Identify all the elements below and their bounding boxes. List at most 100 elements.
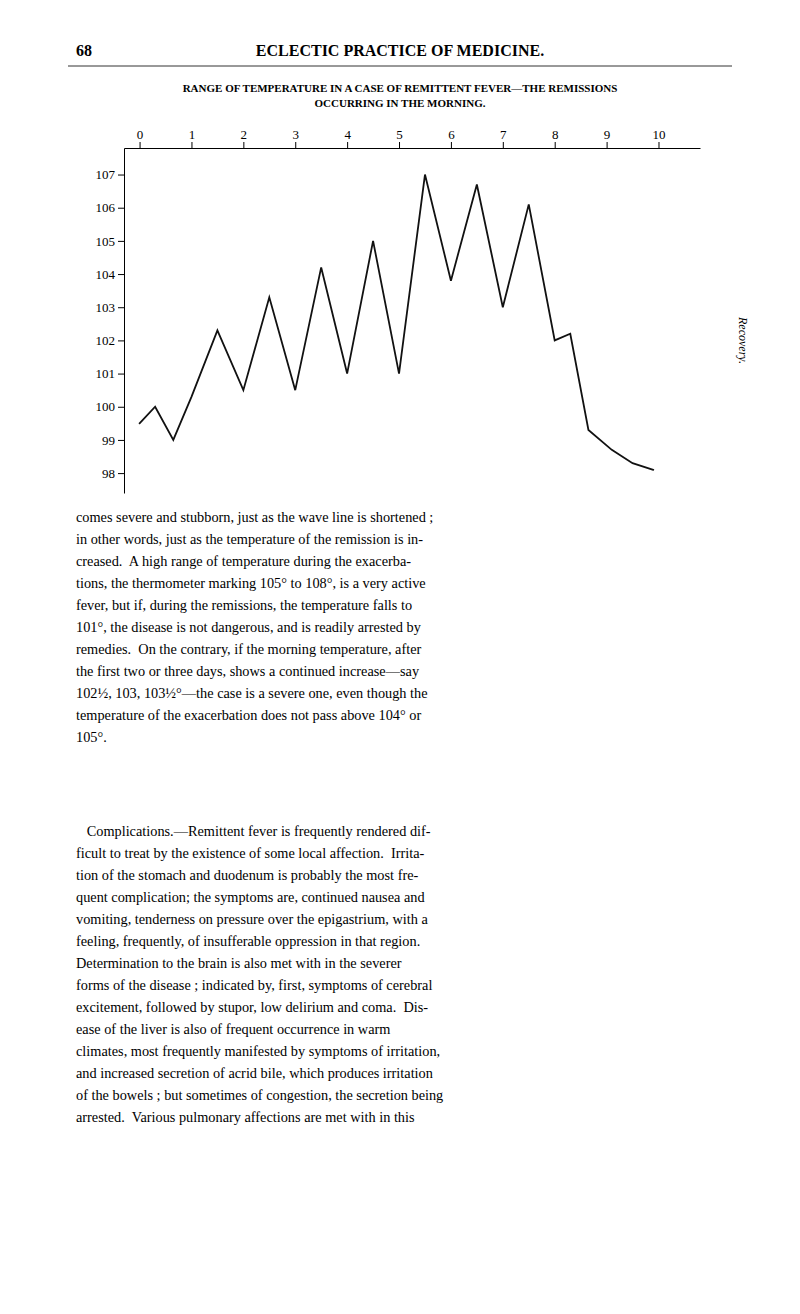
y-tick-label: 98 (102, 466, 115, 481)
x-tick-label: 10 (652, 127, 665, 142)
x-tick-label: 2 (241, 127, 248, 142)
x-tick: 0 (137, 127, 144, 148)
x-tick: 1 (189, 127, 196, 148)
x-tick-mark (607, 142, 608, 148)
body-text-line: of the bowels ; but sometimes of congest… (76, 1087, 443, 1103)
page: 68ECLECTIC PRACTICE OF MEDICINE.RANGE OF… (0, 0, 800, 1314)
body-text-line: 101°, the disease is not dangerous, and … (76, 619, 422, 635)
header-rule (68, 66, 732, 67)
y-tick: 99 (102, 433, 124, 448)
y-tick: 103 (96, 300, 125, 315)
y-tick-mark (118, 307, 124, 308)
x-tick-label: 5 (396, 127, 403, 142)
y-tick-mark (118, 274, 124, 275)
temperature-line (140, 175, 654, 470)
body-text-line: 105°. (76, 729, 107, 745)
annotation: Recovery. (736, 316, 750, 364)
body-text-line: climates, most frequently manifested by … (76, 1043, 440, 1059)
y-tick-mark (118, 241, 124, 242)
y-tick-mark (118, 473, 124, 474)
body-text-line: the first two or three days, shows a con… (76, 663, 420, 679)
body-text-line: excitement, followed by stupor, low deli… (76, 999, 428, 1015)
body-text-line: arrested. Various pulmonary affections a… (76, 1109, 415, 1125)
body-text-line: 102½, 103, 103½°—the case is a severe on… (76, 685, 428, 701)
plot-area (140, 175, 654, 470)
x-tick: 8 (552, 127, 559, 148)
body-text-line: ficult to treat by the existence of some… (76, 845, 425, 861)
chart-title: RANGE OF TEMPERATURE IN A CASE OF REMITT… (183, 82, 618, 94)
x-tick: 5 (396, 127, 403, 148)
body-text-line: temperature of the exacerbation does not… (76, 707, 421, 723)
x-tick-mark (503, 142, 504, 148)
y-tick: 102 (96, 333, 125, 348)
body-text-line: Determination to the brain is also met w… (76, 955, 402, 971)
y-tick-label: 102 (96, 333, 116, 348)
y-tick-label: 104 (96, 267, 116, 282)
x-tick-label: 9 (604, 127, 611, 142)
y-tick-mark (118, 374, 124, 375)
x-tick-label: 3 (292, 127, 299, 142)
body-text-line: forms of the disease ; indicated by, fir… (76, 977, 432, 993)
y-tick-label: 105 (96, 234, 116, 249)
body-text-line: remedies. On the contrary, if the mornin… (76, 641, 421, 657)
y-tick-label: 100 (96, 399, 116, 414)
body-text-line: comes severe and stubborn, just as the w… (76, 509, 433, 525)
x-tick-label: 1 (189, 127, 196, 142)
body-text-line: and increased secretion of acrid bile, w… (76, 1065, 433, 1081)
y-tick-mark (118, 208, 124, 209)
x-tick-mark (347, 142, 348, 148)
y-tick: 100 (96, 399, 125, 414)
book-title: ECLECTIC PRACTICE OF MEDICINE. (256, 42, 544, 59)
y-tick: 98 (102, 466, 124, 481)
x-tick-mark (451, 142, 452, 148)
y-axis: 98 99 100 101 102 103 104 105 106 107 (96, 149, 125, 494)
x-tick-label: 0 (137, 127, 144, 142)
body-text-line: feeling, frequently, of insufferable opp… (76, 933, 420, 949)
y-tick-mark (118, 440, 124, 441)
y-tick-label: 107 (96, 167, 116, 182)
x-tick: 7 (500, 127, 507, 148)
x-tick: 10 (652, 127, 665, 148)
x-tick: 4 (344, 127, 351, 148)
x-tick: 6 (448, 127, 455, 148)
x-tick: 2 (241, 127, 248, 148)
body-text-line: Complications.—Remittent fever is freque… (76, 823, 431, 839)
y-tick: 105 (96, 234, 125, 249)
x-tick-mark (191, 142, 192, 148)
y-tick-mark (118, 340, 124, 341)
y-axis-line (124, 149, 125, 494)
y-tick-label: 103 (96, 300, 116, 315)
x-tick-mark (243, 142, 244, 148)
chart: 0 1 2 3 4 5 6 7 8 9 10 98 99 100 101 102 103 104 105 106 107 (96, 127, 701, 494)
body-text-line: fever, but if, during the remissions, th… (76, 597, 412, 613)
body-text-line: tions, the thermometer marking 105° to 1… (76, 575, 426, 591)
y-tick-label: 99 (102, 433, 115, 448)
x-tick-label: 7 (500, 127, 507, 142)
body-text-line: creased. A high range of temperature dur… (76, 553, 411, 569)
body-text-line: quent complication; the symptoms are, co… (76, 889, 425, 905)
body-text-line: in other words, just as the temperature … (76, 531, 423, 547)
x-tick-label: 6 (448, 127, 455, 142)
y-tick: 104 (96, 267, 125, 282)
y-tick-mark (118, 175, 124, 176)
body-text-line: ease of the liver is also of frequent oc… (76, 1021, 390, 1037)
x-axis: 0 1 2 3 4 5 6 7 8 9 10 (125, 127, 701, 149)
x-tick-mark (555, 142, 556, 148)
chart-title: OCCURRING IN THE MORNING. (315, 97, 486, 109)
x-tick: 3 (292, 127, 299, 148)
y-tick: 106 (96, 200, 125, 215)
x-tick-mark (140, 142, 141, 148)
x-tick-mark (658, 142, 659, 148)
page-number: 68 (76, 42, 92, 59)
y-tick-label: 106 (96, 200, 116, 215)
x-tick-label: 8 (552, 127, 559, 142)
x-axis-line (125, 148, 701, 149)
body-text-line: vomiting, tenderness on pressure over th… (76, 911, 428, 927)
x-tick-label: 4 (344, 127, 351, 142)
y-tick-mark (118, 407, 124, 408)
body-text-line: tion of the stomach and duodenum is prob… (76, 867, 418, 883)
x-tick: 9 (604, 127, 611, 148)
y-tick-label: 101 (96, 366, 116, 381)
x-tick-mark (295, 142, 296, 148)
y-tick: 107 (96, 167, 125, 182)
